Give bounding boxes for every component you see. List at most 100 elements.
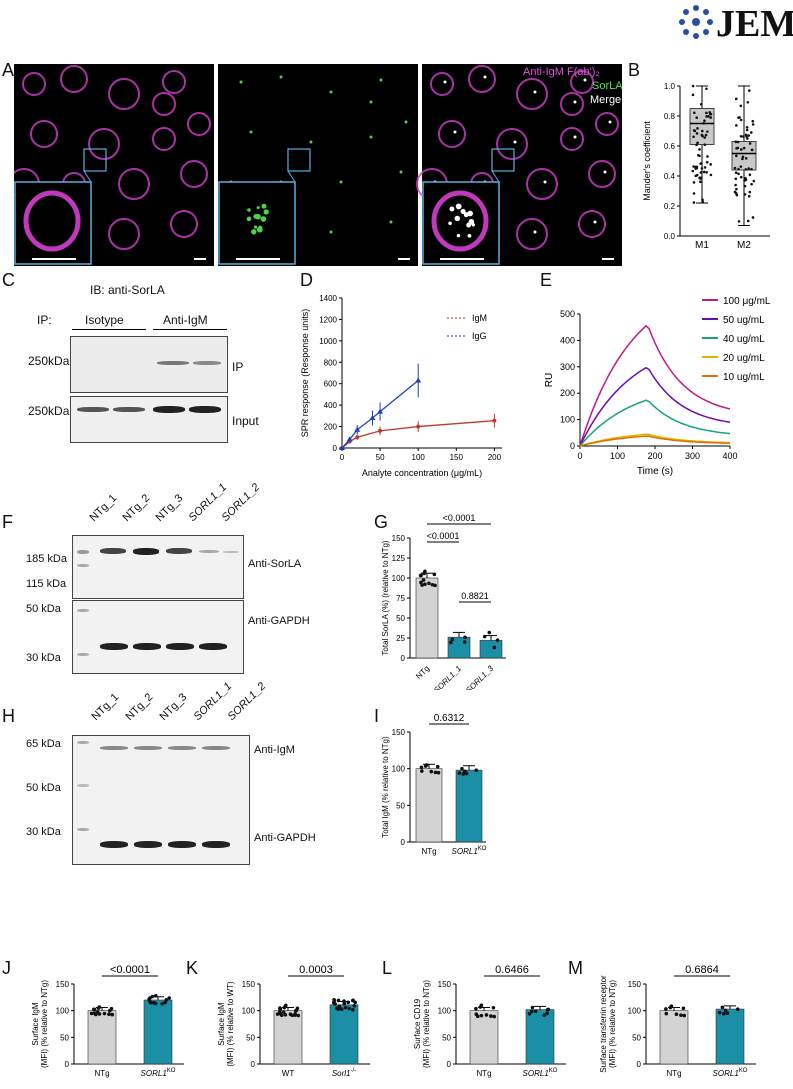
legend-label: 100 μg/mL: [723, 296, 771, 307]
data-point: [705, 171, 708, 174]
y-tick-label: 0: [401, 838, 406, 847]
journal-name: JEM: [716, 3, 793, 45]
data-point: [705, 115, 708, 118]
panel-label-l: L: [382, 958, 393, 978]
data-point: [350, 998, 355, 1003]
data-point: [746, 219, 750, 223]
panel-label-g: G: [374, 512, 389, 532]
x-tick-label: SORL1KO: [452, 846, 487, 856]
y-tick-label: 100: [392, 765, 406, 774]
data-point: [429, 769, 434, 774]
inset-puncta: [256, 206, 260, 210]
data-point: [703, 166, 707, 169]
data-point: [478, 1005, 483, 1009]
series-line: [579, 399, 731, 447]
data-point: [751, 119, 755, 123]
data-point: [692, 192, 696, 195]
y-tick-label: 100: [242, 1007, 256, 1016]
data-point: [154, 993, 158, 998]
x-tick-label: SORL1_3: [464, 663, 496, 690]
data-point: [95, 1009, 100, 1014]
x-tick-label: SORL1_1: [432, 664, 463, 690]
data-point: [741, 155, 745, 159]
data-point: [703, 143, 707, 147]
data-point: [748, 89, 751, 92]
x-tick-label: 200: [647, 451, 662, 461]
data-point: [703, 136, 707, 139]
panel-a-microscopy: [8, 64, 626, 266]
data-point: [748, 173, 752, 177]
y-tick-label: 400: [324, 401, 338, 410]
sorla-puncta: [513, 140, 517, 144]
band: [100, 746, 128, 750]
inset-puncta: [260, 216, 267, 222]
y-tick-label: 0.0: [664, 232, 676, 241]
y-axis-title: Surface IgM: [31, 1002, 40, 1045]
panel-label-i: I: [374, 706, 380, 726]
data-point: [692, 135, 695, 139]
bar: [715, 1008, 745, 1065]
bar: [659, 1010, 689, 1065]
band: [113, 407, 145, 412]
x-axis-title: Analyte concentration (μg/mL): [362, 468, 482, 478]
x-tick-label: SORL1KO: [713, 1068, 748, 1078]
blot-c-ip: [70, 336, 228, 393]
ladder-band: [77, 741, 89, 744]
data-point: [147, 997, 151, 1002]
data-point: [695, 132, 699, 135]
data-point: [482, 634, 487, 639]
data-point: [739, 104, 743, 108]
data-point: [744, 177, 747, 180]
panel-label-f: F: [2, 512, 13, 532]
p-value: 0.6312: [434, 713, 465, 724]
cell-membrane: [170, 210, 198, 238]
y-tick-label: 50: [442, 1033, 451, 1042]
series-line: [579, 366, 731, 447]
x-tick-label: SORL1KO: [141, 1068, 176, 1078]
journal-logo: JEM: [676, 2, 793, 45]
data-point: [741, 157, 744, 161]
y-tick-label: 400: [560, 335, 575, 345]
band: [100, 841, 128, 848]
data-point: [492, 645, 497, 650]
x-tick-label: 50: [376, 453, 385, 462]
data-point: [733, 166, 737, 170]
cell-membrane: [438, 120, 466, 148]
antibody-gapdh-f: Anti-GAPDH: [248, 615, 310, 627]
p-value: <0.0001: [443, 513, 476, 523]
cell-membrane: [60, 65, 88, 93]
x-tick-label: WT: [282, 1069, 295, 1078]
mw-30-h: 30 kDa: [26, 826, 61, 838]
data-point: [96, 1006, 101, 1011]
band: [133, 643, 161, 650]
y-tick-label: 500: [560, 309, 575, 319]
data-point: [709, 116, 713, 119]
sorla-puncta: [583, 78, 587, 82]
data-point: [283, 1012, 288, 1017]
band: [166, 643, 194, 650]
cell-membrane: [496, 128, 528, 160]
antibody-igm: Anti-IgM: [254, 744, 295, 756]
data-point: [346, 1000, 350, 1005]
data-point: [533, 1009, 538, 1014]
ip-label: IP:: [37, 313, 52, 327]
data-point: [433, 770, 438, 775]
data-point: [492, 418, 497, 423]
data-point: [750, 148, 754, 152]
data-point: [460, 766, 464, 771]
panel-label-k: K: [186, 958, 199, 978]
legend-label: 10 ug/mL: [723, 372, 765, 383]
cell-membrane: [22, 72, 46, 96]
legend-merge: Merge: [590, 94, 622, 106]
blot-h: [72, 735, 250, 865]
mw-65: 65 kDa: [26, 738, 61, 750]
series-line: [579, 324, 731, 447]
data-point: [734, 140, 738, 144]
y-tick-label: 75: [396, 594, 405, 603]
cell-membrane: [152, 127, 176, 151]
p-value: 0.0003: [299, 964, 333, 976]
lane-label: NTg_2: [120, 492, 153, 524]
data-point: [708, 111, 712, 114]
band: [77, 407, 109, 412]
mw-250-input: 250kDa: [28, 404, 70, 418]
